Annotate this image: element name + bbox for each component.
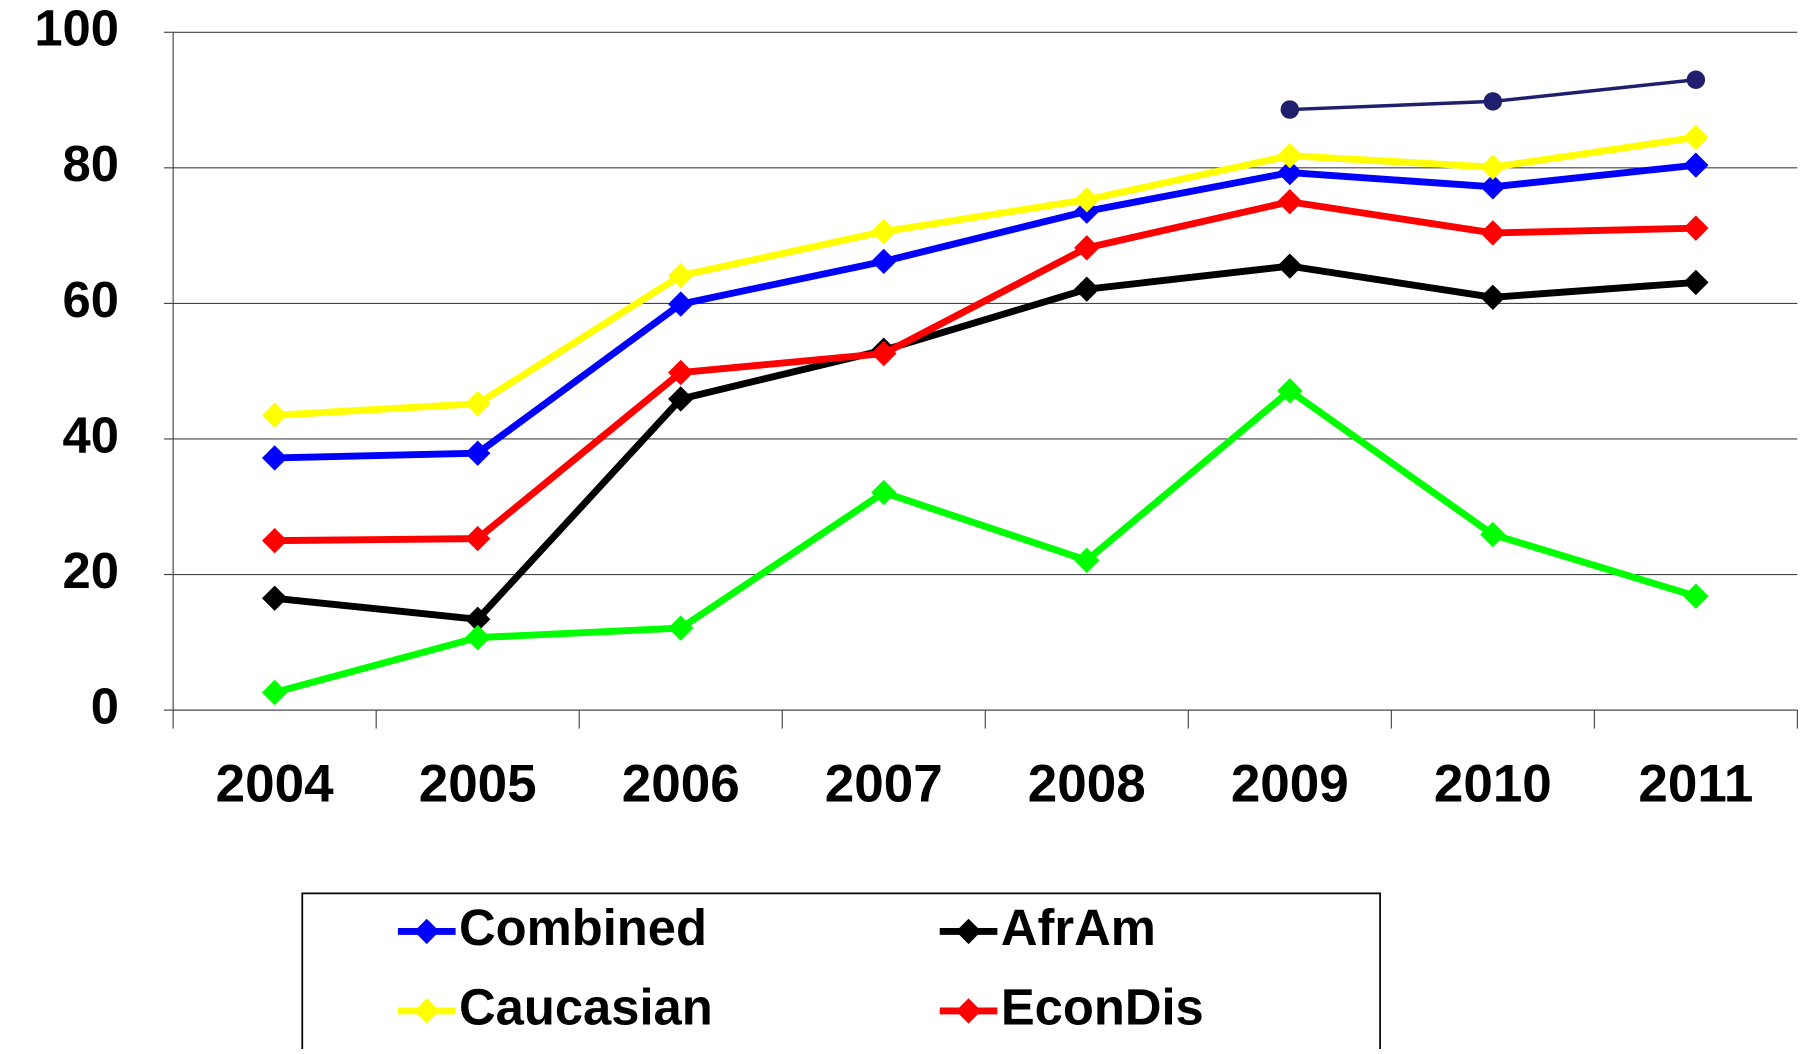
marker — [1277, 253, 1303, 279]
series-line — [274, 161, 1697, 462]
marker — [1277, 378, 1303, 404]
marker — [1280, 100, 1300, 119]
series-line — [274, 198, 1696, 545]
y-tick-label: 20 — [63, 542, 119, 599]
marker — [261, 585, 288, 611]
legend-label: Caucasian — [459, 978, 713, 1035]
marker — [871, 340, 897, 367]
marker — [261, 445, 288, 471]
x-tick-label: 2007 — [825, 754, 943, 813]
x-tick-label: 2008 — [1028, 754, 1146, 813]
y-tick-label: 40 — [63, 406, 119, 463]
marker — [1074, 276, 1100, 302]
legend: Combined AfrAm Caucasian EconDis — [397, 899, 1204, 1035]
x-tick-label: 2005 — [419, 754, 537, 813]
y-tick-label: 80 — [63, 135, 119, 192]
marker — [465, 624, 491, 651]
marker — [465, 606, 491, 632]
marker — [1074, 187, 1100, 213]
marker — [414, 998, 440, 1024]
marker — [1686, 70, 1706, 89]
x-tick-label: 2006 — [622, 754, 740, 813]
marker — [465, 391, 491, 417]
marker — [261, 527, 288, 554]
marker — [668, 291, 694, 317]
marker — [1277, 189, 1303, 215]
legend-label: Combined — [459, 899, 707, 956]
legend-item: AfrAm — [939, 899, 1156, 956]
marker — [1480, 220, 1506, 246]
marker — [1683, 124, 1709, 151]
marker — [465, 525, 491, 552]
marker — [1480, 154, 1506, 180]
marker — [668, 359, 694, 386]
marker — [668, 615, 694, 641]
marker — [871, 248, 897, 275]
x-tick-label: 2011 — [1638, 754, 1753, 813]
marker — [1480, 174, 1506, 200]
series-line — [273, 387, 1697, 696]
legend-box — [301, 892, 1381, 1054]
legend-label: AfrAm — [1001, 899, 1156, 956]
marker — [261, 679, 288, 706]
marker — [955, 998, 982, 1024]
x-tick-label: 2009 — [1231, 754, 1349, 813]
series-line — [274, 133, 1697, 419]
marker — [261, 402, 288, 428]
marker — [668, 386, 694, 412]
marker — [1683, 215, 1709, 241]
marker — [1683, 152, 1709, 178]
series-line — [274, 262, 1697, 623]
marker — [1683, 269, 1709, 296]
x-tick-label: 2010 — [1434, 754, 1552, 813]
x-tick-label: 2004 — [216, 754, 334, 813]
marker — [1277, 142, 1303, 169]
y-tick-label: 0 — [91, 677, 119, 734]
marker — [1074, 235, 1100, 261]
marker — [955, 918, 982, 945]
marker — [871, 218, 897, 245]
legend-item: Combined — [397, 899, 707, 956]
legend-item: Caucasian — [397, 978, 713, 1035]
marker — [465, 440, 491, 466]
marker — [414, 918, 440, 945]
marker — [1480, 284, 1506, 310]
marker — [1483, 92, 1503, 111]
legend-item: EconDis — [939, 978, 1204, 1035]
legend-label: EconDis — [1001, 978, 1204, 1035]
marker — [1683, 583, 1709, 609]
marker — [871, 479, 897, 506]
y-tick-label: 100 — [34, 0, 119, 57]
y-tick-label: 60 — [63, 271, 119, 328]
